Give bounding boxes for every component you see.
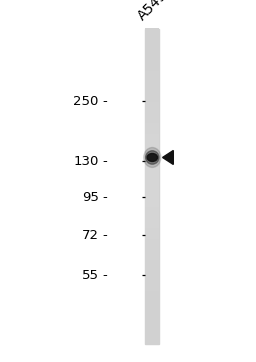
Text: 95: 95: [82, 191, 99, 204]
Ellipse shape: [147, 153, 157, 161]
Text: -: -: [102, 155, 107, 168]
Text: 55: 55: [82, 269, 99, 282]
Ellipse shape: [146, 151, 159, 164]
Bar: [145, 322, 159, 333]
Bar: [145, 312, 159, 323]
Bar: [145, 333, 159, 344]
Text: 130: 130: [73, 155, 99, 168]
Bar: [145, 29, 159, 344]
Ellipse shape: [144, 148, 161, 167]
Bar: [145, 154, 159, 165]
Bar: [145, 39, 159, 50]
Text: 250: 250: [73, 95, 99, 108]
Bar: [145, 49, 159, 60]
Bar: [145, 270, 159, 281]
Bar: [145, 70, 159, 81]
Bar: [145, 28, 159, 39]
Bar: [145, 207, 159, 218]
Bar: [145, 102, 159, 113]
Bar: [145, 91, 159, 102]
Bar: [145, 301, 159, 312]
Text: 72: 72: [82, 229, 99, 242]
Bar: [145, 186, 159, 197]
Bar: [145, 280, 159, 291]
Bar: [145, 291, 159, 302]
Bar: [145, 112, 159, 123]
Bar: [145, 249, 159, 260]
Bar: [145, 175, 159, 186]
Text: -: -: [102, 229, 107, 242]
Bar: [145, 133, 159, 144]
Bar: [145, 123, 159, 134]
Text: -: -: [102, 95, 107, 108]
Polygon shape: [163, 151, 173, 164]
Bar: [145, 81, 159, 92]
Text: -: -: [102, 269, 107, 282]
Bar: [145, 217, 159, 228]
Text: A549: A549: [135, 0, 170, 24]
Bar: [145, 144, 159, 155]
Bar: [145, 196, 159, 207]
Bar: [145, 238, 159, 249]
Bar: [145, 165, 159, 176]
Text: -: -: [102, 191, 107, 204]
Bar: [145, 259, 159, 270]
Bar: [145, 60, 159, 71]
Bar: [145, 228, 159, 239]
